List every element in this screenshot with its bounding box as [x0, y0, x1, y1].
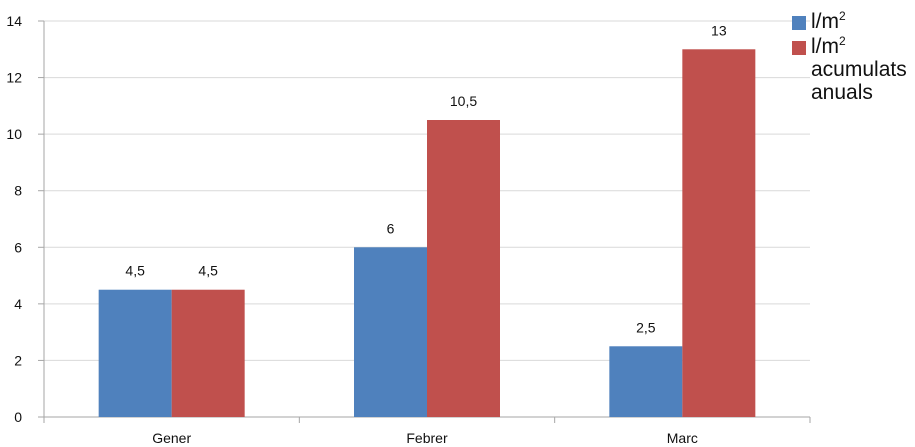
y-tick-label-4: 8 — [14, 183, 22, 199]
data-label-series-2-category-3: 13 — [711, 22, 727, 38]
legend-label-series-2-text: l/m — [811, 35, 839, 59]
y-tick-label-7: 14 — [6, 13, 22, 29]
data-label-series-1-category-3: 2,5 — [636, 319, 656, 335]
x-tick-label-3: Marc — [667, 430, 698, 446]
data-label-series-2-category-1: 4,5 — [198, 263, 218, 279]
legend-label-series-1-sup: 2 — [839, 9, 846, 23]
bar-series-1-category-2 — [354, 247, 427, 417]
legend: l/m2 l/m2 acumulats anuals — [792, 10, 912, 106]
y-tick-label-0: 0 — [14, 409, 22, 425]
data-label-series-2-category-2: 10,5 — [450, 93, 477, 109]
data-label-series-1-category-1: 4,5 — [125, 263, 145, 279]
legend-label-series-2-extra: acumulats anuals — [811, 58, 907, 105]
data-label-series-1-category-2: 6 — [387, 220, 395, 236]
bar-series-1-category-3 — [609, 346, 683, 417]
y-tick-label-6: 12 — [6, 70, 22, 86]
legend-label-series-1-text: l/m — [811, 10, 839, 33]
legend-label-series-2-sup: 2 — [839, 34, 846, 49]
legend-label-series-1: l/m2 — [811, 10, 846, 33]
bar-series-2-category-2 — [427, 120, 500, 417]
bar-series-1-category-1 — [98, 289, 172, 417]
legend-item-series-1: l/m2 — [792, 10, 912, 33]
x-tick-label-2: Febrer — [406, 430, 448, 446]
legend-swatch-series-2 — [792, 41, 806, 56]
y-tick-label-5: 10 — [6, 126, 22, 142]
legend-item-series-2: l/m2 acumulats anuals — [792, 35, 912, 104]
bar-series-2-category-1 — [171, 289, 245, 417]
y-tick-label-2: 4 — [14, 296, 22, 312]
x-tick-label-1: Gener — [152, 430, 191, 446]
legend-label-series-2: l/m2 acumulats anuals — [811, 35, 912, 104]
y-tick-label-3: 6 — [14, 239, 22, 255]
bar-series-2-category-3 — [682, 49, 756, 418]
legend-swatch-series-1 — [792, 16, 806, 30]
y-tick-label-1: 2 — [14, 352, 22, 368]
